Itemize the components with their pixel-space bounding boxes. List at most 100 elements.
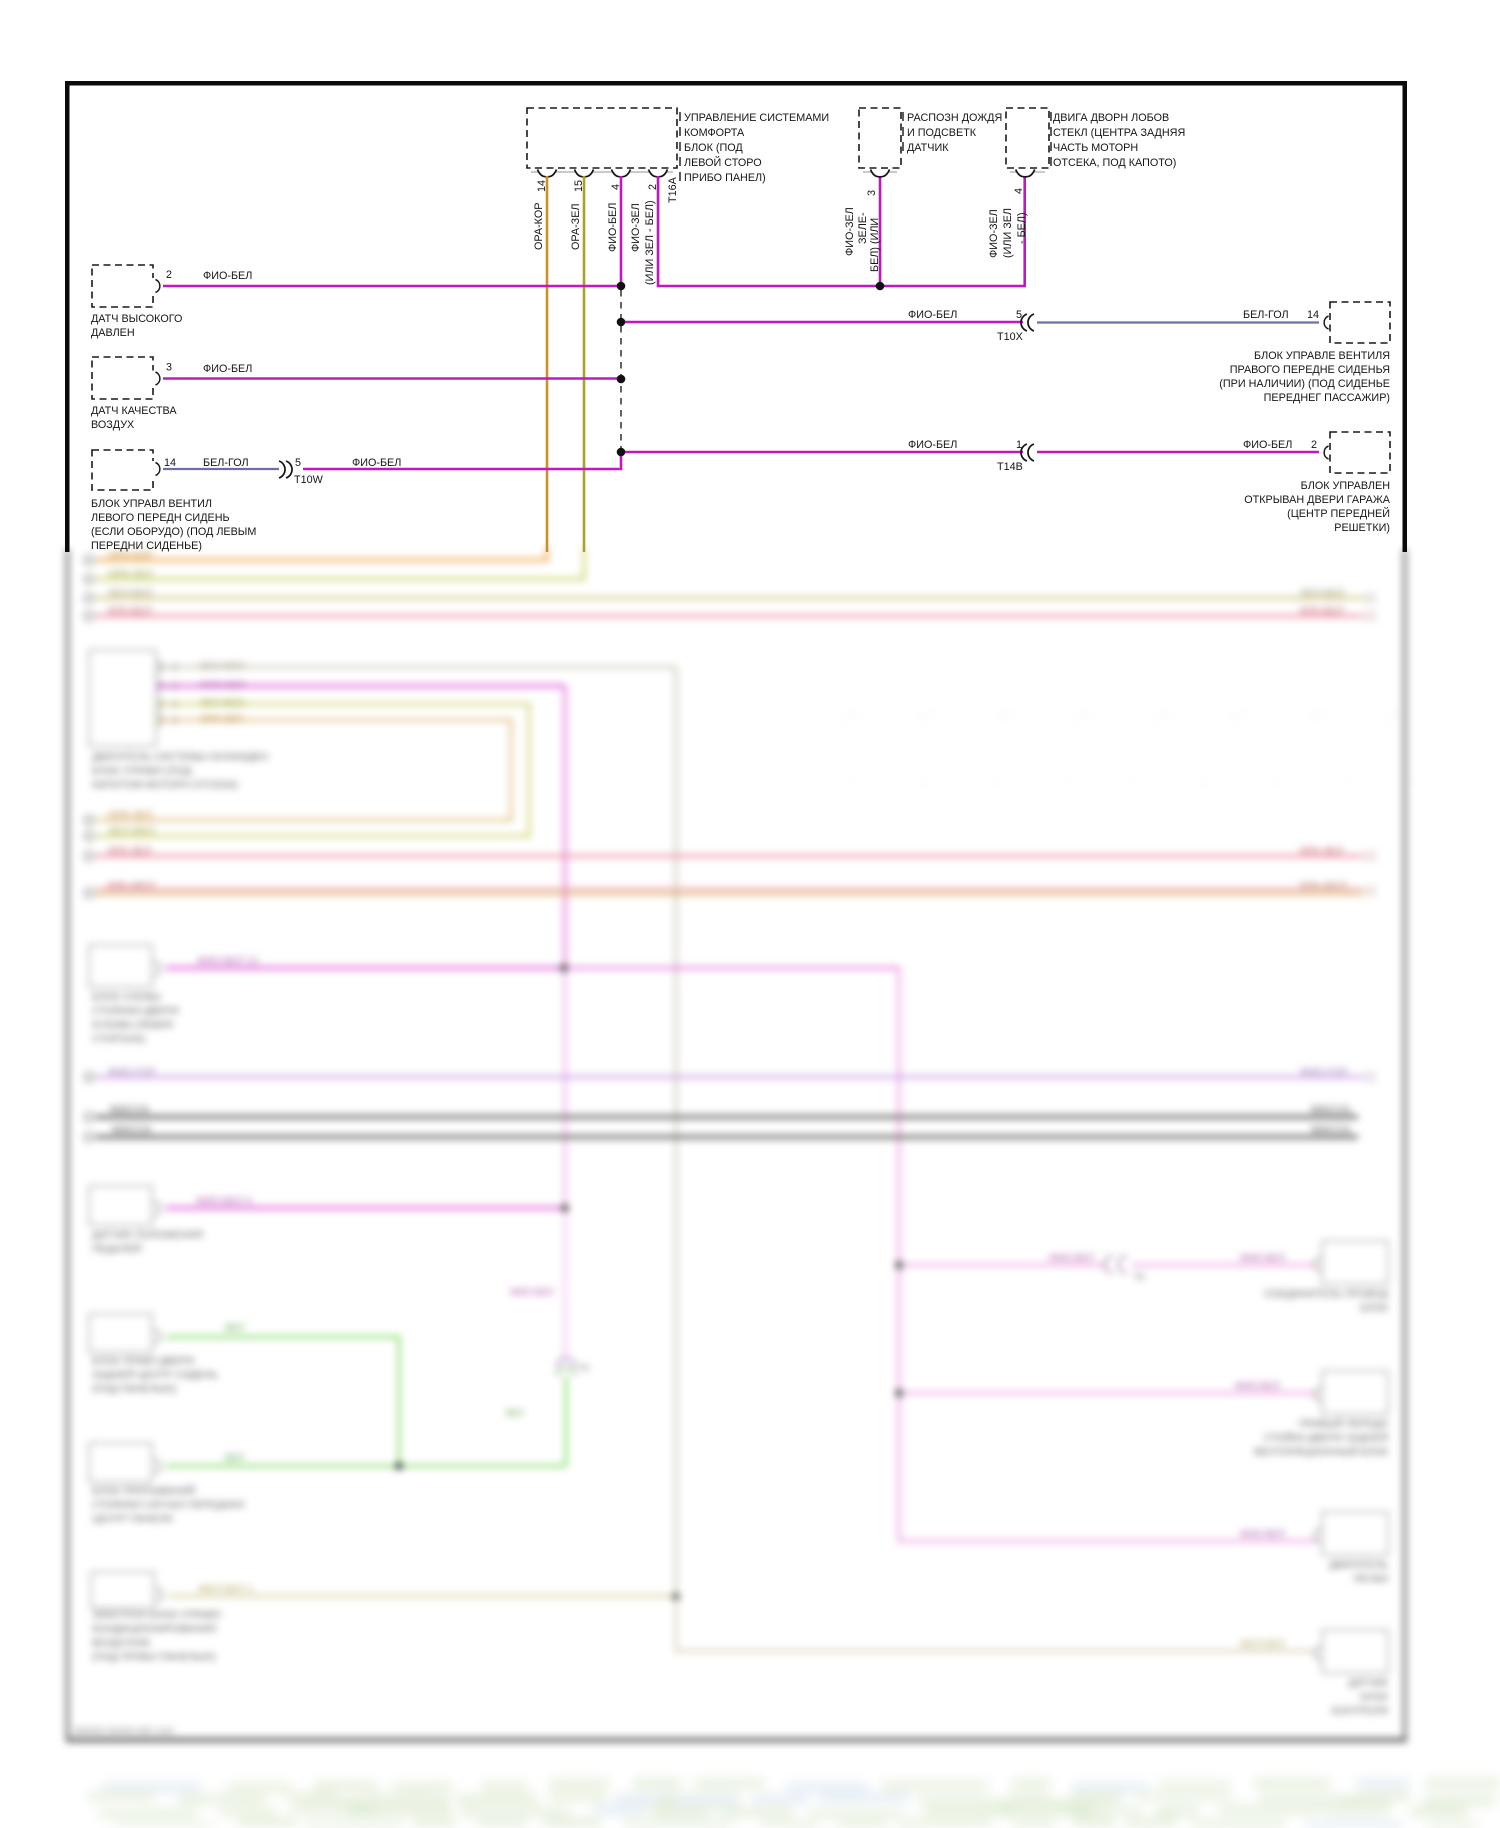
svg-text:ПРИБО ПАНЕЛ): ПРИБО ПАНЕЛ) — [684, 172, 766, 184]
svg-text:ОРА-ЗЕЛ: ОРА-ЗЕЛ — [200, 714, 242, 725]
svg-text:3: 3 — [166, 362, 172, 374]
svg-text:▪ ▪: ▪ ▪ — [1270, 778, 1279, 788]
svg-text:T14B: T14B — [997, 461, 1023, 473]
svg-text:ДАТЧ ВЫСОКОГО: ДАТЧ ВЫСОКОГО — [91, 313, 182, 325]
svg-text:БЛОК УПРАВЛЕ ВЕНТИЛЯ: БЛОК УПРАВЛЕ ВЕНТИЛЯ — [1254, 350, 1390, 362]
svg-text:5: 5 — [1016, 309, 1022, 321]
svg-text:СТОЯНКИ ДВЕРИ: СТОЯНКИ ДВЕРИ — [92, 1006, 179, 1017]
svg-text:ЖЕЛ-БЕЛ: ЖЕЛ-БЕЛ — [1240, 1639, 1285, 1650]
svg-text:КУЗОВА (ЛЕВАЯ: КУЗОВА (ЛЕВАЯ — [92, 1020, 173, 1031]
svg-text:✓≈: ✓≈ — [1306, 707, 1327, 725]
svg-text:ЖЕЛ-БЕЛ 1: ЖЕЛ-БЕЛ 1 — [198, 1584, 254, 1595]
svg-text:✓≈: ✓≈ — [838, 707, 859, 725]
svg-text:- БЕЛ): - БЕЛ) — [1016, 212, 1028, 244]
svg-text:✓≈: ✓≈ — [1150, 707, 1171, 725]
svg-text:ФИО-БЕЛ: ФИО-БЕЛ — [908, 439, 957, 451]
svg-text:БЕЛ) (ИЛИ: БЕЛ) (ИЛИ — [869, 218, 881, 272]
svg-text:2: 2 — [1311, 439, 1317, 451]
svg-text:5: 5 — [295, 457, 301, 469]
svg-text:ОРА-ЗЕЛ: ОРА-ЗЕЛ — [108, 569, 152, 580]
svg-text:T10W: T10W — [294, 474, 324, 486]
svg-text:ФИО-БЕЛ: ФИО-БЕЛ — [510, 1287, 553, 1298]
svg-text:15: 15 — [573, 180, 585, 192]
svg-text:▪ ▪: ▪ ▪ — [1410, 778, 1419, 788]
svg-text:БЛОК ПРЕРЫВАНИЙ: БЛОК ПРЕРЫВАНИЙ — [92, 1484, 195, 1497]
svg-text:▪ ▪: ▪ ▪ — [920, 778, 929, 788]
svg-text:✓≈: ✓≈ — [1072, 707, 1093, 725]
svg-text:(ЕСЛИ ОБОРУДО) (ПОД ЛЕВЫМ: (ЕСЛИ ОБОРУДО) (ПОД ЛЕВЫМ — [91, 526, 256, 538]
svg-text:ОРА-КОР: ОРА-КОР — [108, 550, 153, 561]
svg-text:ФИО-БЕЛ: ФИО-БЕЛ — [200, 680, 245, 691]
svg-text:БЛОК: БЛОК — [1360, 1692, 1388, 1703]
svg-text:МАССА: МАССА — [112, 1124, 152, 1136]
svg-text:ФИО-ГОЛ: ФИО-ГОЛ — [108, 1066, 155, 1078]
svg-text:СТОРОНА): СТОРОНА) — [92, 1034, 145, 1045]
svg-text:ДАТЧИК ПОЛОЖЕНИЯ: ДАТЧИК ПОЛОЖЕНИЯ — [92, 1230, 203, 1241]
svg-text:▪ ▪: ▪ ▪ — [1200, 778, 1209, 788]
svg-text:КАПОТОМ МОТОРН ОТСЕКА): КАПОТОМ МОТОРН ОТСЕКА) — [92, 780, 238, 791]
svg-text:14: 14 — [1307, 309, 1319, 321]
svg-text:ЗЕЛ: ЗЕЛ — [505, 1408, 523, 1419]
svg-text:▪ ▪: ▪ ▪ — [850, 778, 859, 788]
svg-text:2: 2 — [647, 184, 659, 190]
svg-text:КРА-БЕЛ: КРА-БЕЛ — [108, 605, 152, 617]
svg-text:СТЕКЛ (ЦЕНТРА ЗАДНЯЯ: СТЕКЛ (ЦЕНТРА ЗАДНЯЯ — [1053, 127, 1185, 139]
svg-text:БЛОК УПРАВЛЕН: БЛОК УПРАВЛЕН — [1301, 480, 1390, 492]
svg-text:ОРА-ЗЕЛ: ОРА-ЗЕЛ — [570, 204, 582, 250]
svg-text:БЕЛ-ГОЛ: БЕЛ-ГОЛ — [1243, 309, 1289, 321]
svg-text:T6: T6 — [1134, 1272, 1145, 1282]
svg-text:ЧАСТЬ МОТОРН: ЧАСТЬ МОТОРН — [1053, 142, 1138, 154]
svg-text:(ПОД ПРИБО ПАНЕЛЬЮ): (ПОД ПРИБО ПАНЕЛЬЮ) — [92, 1652, 216, 1663]
svg-text:ФИО-БЕЛ: ФИО-БЕЛ — [908, 309, 957, 321]
svg-text:БЛОК УПРАВЛ (ПОД: БЛОК УПРАВЛ (ПОД — [92, 766, 191, 777]
svg-text:КРА-ЗЕЛ: КРА-ЗЕЛ — [1300, 845, 1343, 857]
svg-text:ФИО-БЕЛ: ФИО-БЕЛ — [1243, 439, 1292, 451]
svg-text:ДАТЧИК: ДАТЧИК — [907, 142, 949, 154]
svg-text:2: 2 — [172, 715, 177, 725]
svg-text:ПЕДАЛЕЙ: ПЕДАЛЕЙ — [92, 1242, 141, 1255]
svg-text:ОТСЕКА, ПОД КАПОТО): ОТСЕКА, ПОД КАПОТО) — [1053, 157, 1176, 169]
svg-text:ФИО-ЗЕЛ: ФИО-ЗЕЛ — [988, 209, 1000, 258]
svg-text:(ИЛИ ЗЕЛ: (ИЛИ ЗЕЛ — [1002, 208, 1014, 258]
svg-text:✓≈: ✓≈ — [1384, 707, 1405, 725]
svg-text:▪ ▪: ▪ ▪ — [990, 778, 999, 788]
svg-text:ПЕРЕДНИ СИДЕНЬЕ): ПЕРЕДНИ СИДЕНЬЕ) — [91, 540, 202, 552]
svg-text:КРА-ЖЕЛ: КРА-ЖЕЛ — [108, 880, 155, 892]
svg-text:(ПРИ НАЛИЧИИ) (ПОД СИДЕНЬЕ: (ПРИ НАЛИЧИИ) (ПОД СИДЕНЬЕ — [1219, 378, 1390, 390]
svg-text:ЭЛЕКТРОН БЛОК УПРАВЛ: ЭЛЕКТРОН БЛОК УПРАВЛ — [92, 1610, 221, 1621]
svg-text:ПРАВОГО ПЕРЕДНЕ СИДЕНЬЯ: ПРАВОГО ПЕРЕДНЕ СИДЕНЬЯ — [1230, 364, 1390, 376]
svg-text:ДАТЧИК: ДАТЧИК — [1348, 1678, 1388, 1689]
svg-text:ФИО-БЕЛ: ФИО-БЕЛ — [1049, 1253, 1094, 1264]
svg-text:МАССА: МАССА — [1311, 1124, 1351, 1136]
svg-text:МАССА: МАССА — [110, 1104, 150, 1116]
svg-text:ЗАДНЕЙ ЦЕНТР СИДЕНЬ: ЗАДНЕЙ ЦЕНТР СИДЕНЬ — [92, 1368, 218, 1381]
svg-text:2: 2 — [166, 269, 172, 281]
svg-text:КОНДИЦИОНИРОВАНИЯ: КОНДИЦИОНИРОВАНИЯ — [92, 1624, 216, 1635]
svg-text:ДВИГАТЕЛЬ: ДВИГАТЕЛЬ — [1329, 1560, 1388, 1571]
svg-text:БЕЛ-ЖЕЛ: БЕЛ-ЖЕЛ — [200, 661, 245, 672]
svg-text:И ПОДСВЕТК: И ПОДСВЕТК — [907, 127, 977, 139]
svg-text:БЛОК ПРАВЛ ДВЕРИ: БЛОК ПРАВЛ ДВЕРИ — [92, 1356, 194, 1367]
svg-text:14: 14 — [536, 180, 548, 192]
svg-text:РАСПОЗН ДОЖДЯ: РАСПОЗН ДОЖДЯ — [907, 112, 1002, 124]
svg-text:T4: T4 — [578, 1363, 589, 1373]
svg-text:БЛОК СХЕМЫ: БЛОК СХЕМЫ — [92, 992, 161, 1003]
svg-text:▪ ▪: ▪ ▪ — [1340, 778, 1349, 788]
svg-text:ЛЕВОГО ПЕРЕДН СИДЕНЬ: ЛЕВОГО ПЕРЕДН СИДЕНЬ — [91, 512, 230, 524]
svg-text:▪ ▪: ▪ ▪ — [1060, 778, 1069, 788]
svg-text:2: 2 — [172, 662, 177, 672]
svg-text:ФИО-БЕЛ: ФИО-БЕЛ — [1240, 1529, 1285, 1540]
svg-text:ФИО-ГОЛ: ФИО-ГОЛ — [1300, 1066, 1347, 1078]
svg-text:ДАТЧ КАЧЕСТВА: ДАТЧ КАЧЕСТВА — [91, 405, 177, 417]
svg-text:БЕЛ-ГОЛ: БЕЛ-ГОЛ — [203, 457, 249, 469]
svg-text:МАССА: МАССА — [1311, 1104, 1351, 1116]
svg-text:БЛОК УПРАВЛ ВЕНТИЛ: БЛОК УПРАВЛ ВЕНТИЛ — [91, 498, 212, 510]
svg-text:СТОЙКА ДВЕРИ ЗАДНЕЙ: СТОЙКА ДВЕРИ ЗАДНЕЙ — [1264, 1431, 1388, 1444]
svg-text:КРА-ЗЕЛ: КРА-ЗЕЛ — [108, 845, 151, 857]
svg-text:ДВИГАТЕЛЬ СИСТЕМЫ ОХЛАЖДЕН: ДВИГАТЕЛЬ СИСТЕМЫ ОХЛАЖДЕН — [92, 752, 268, 763]
svg-text:ОРА-КОР: ОРА-КОР — [533, 203, 545, 250]
svg-text:ФИО-БЕЛ: ФИО-БЕЛ — [1235, 1381, 1280, 1392]
svg-text:ФИО-БЕЛ 12: ФИО-БЕЛ 12 — [197, 956, 259, 967]
svg-text:ВЕНТИЛЯЦИОННЫЙ БЛОК: ВЕНТИЛЯЦИОННЫЙ БЛОК — [1254, 1445, 1388, 1458]
svg-text:ЗЕЛ-ЖЕЛ: ЗЕЛ-ЖЕЛ — [108, 826, 154, 837]
